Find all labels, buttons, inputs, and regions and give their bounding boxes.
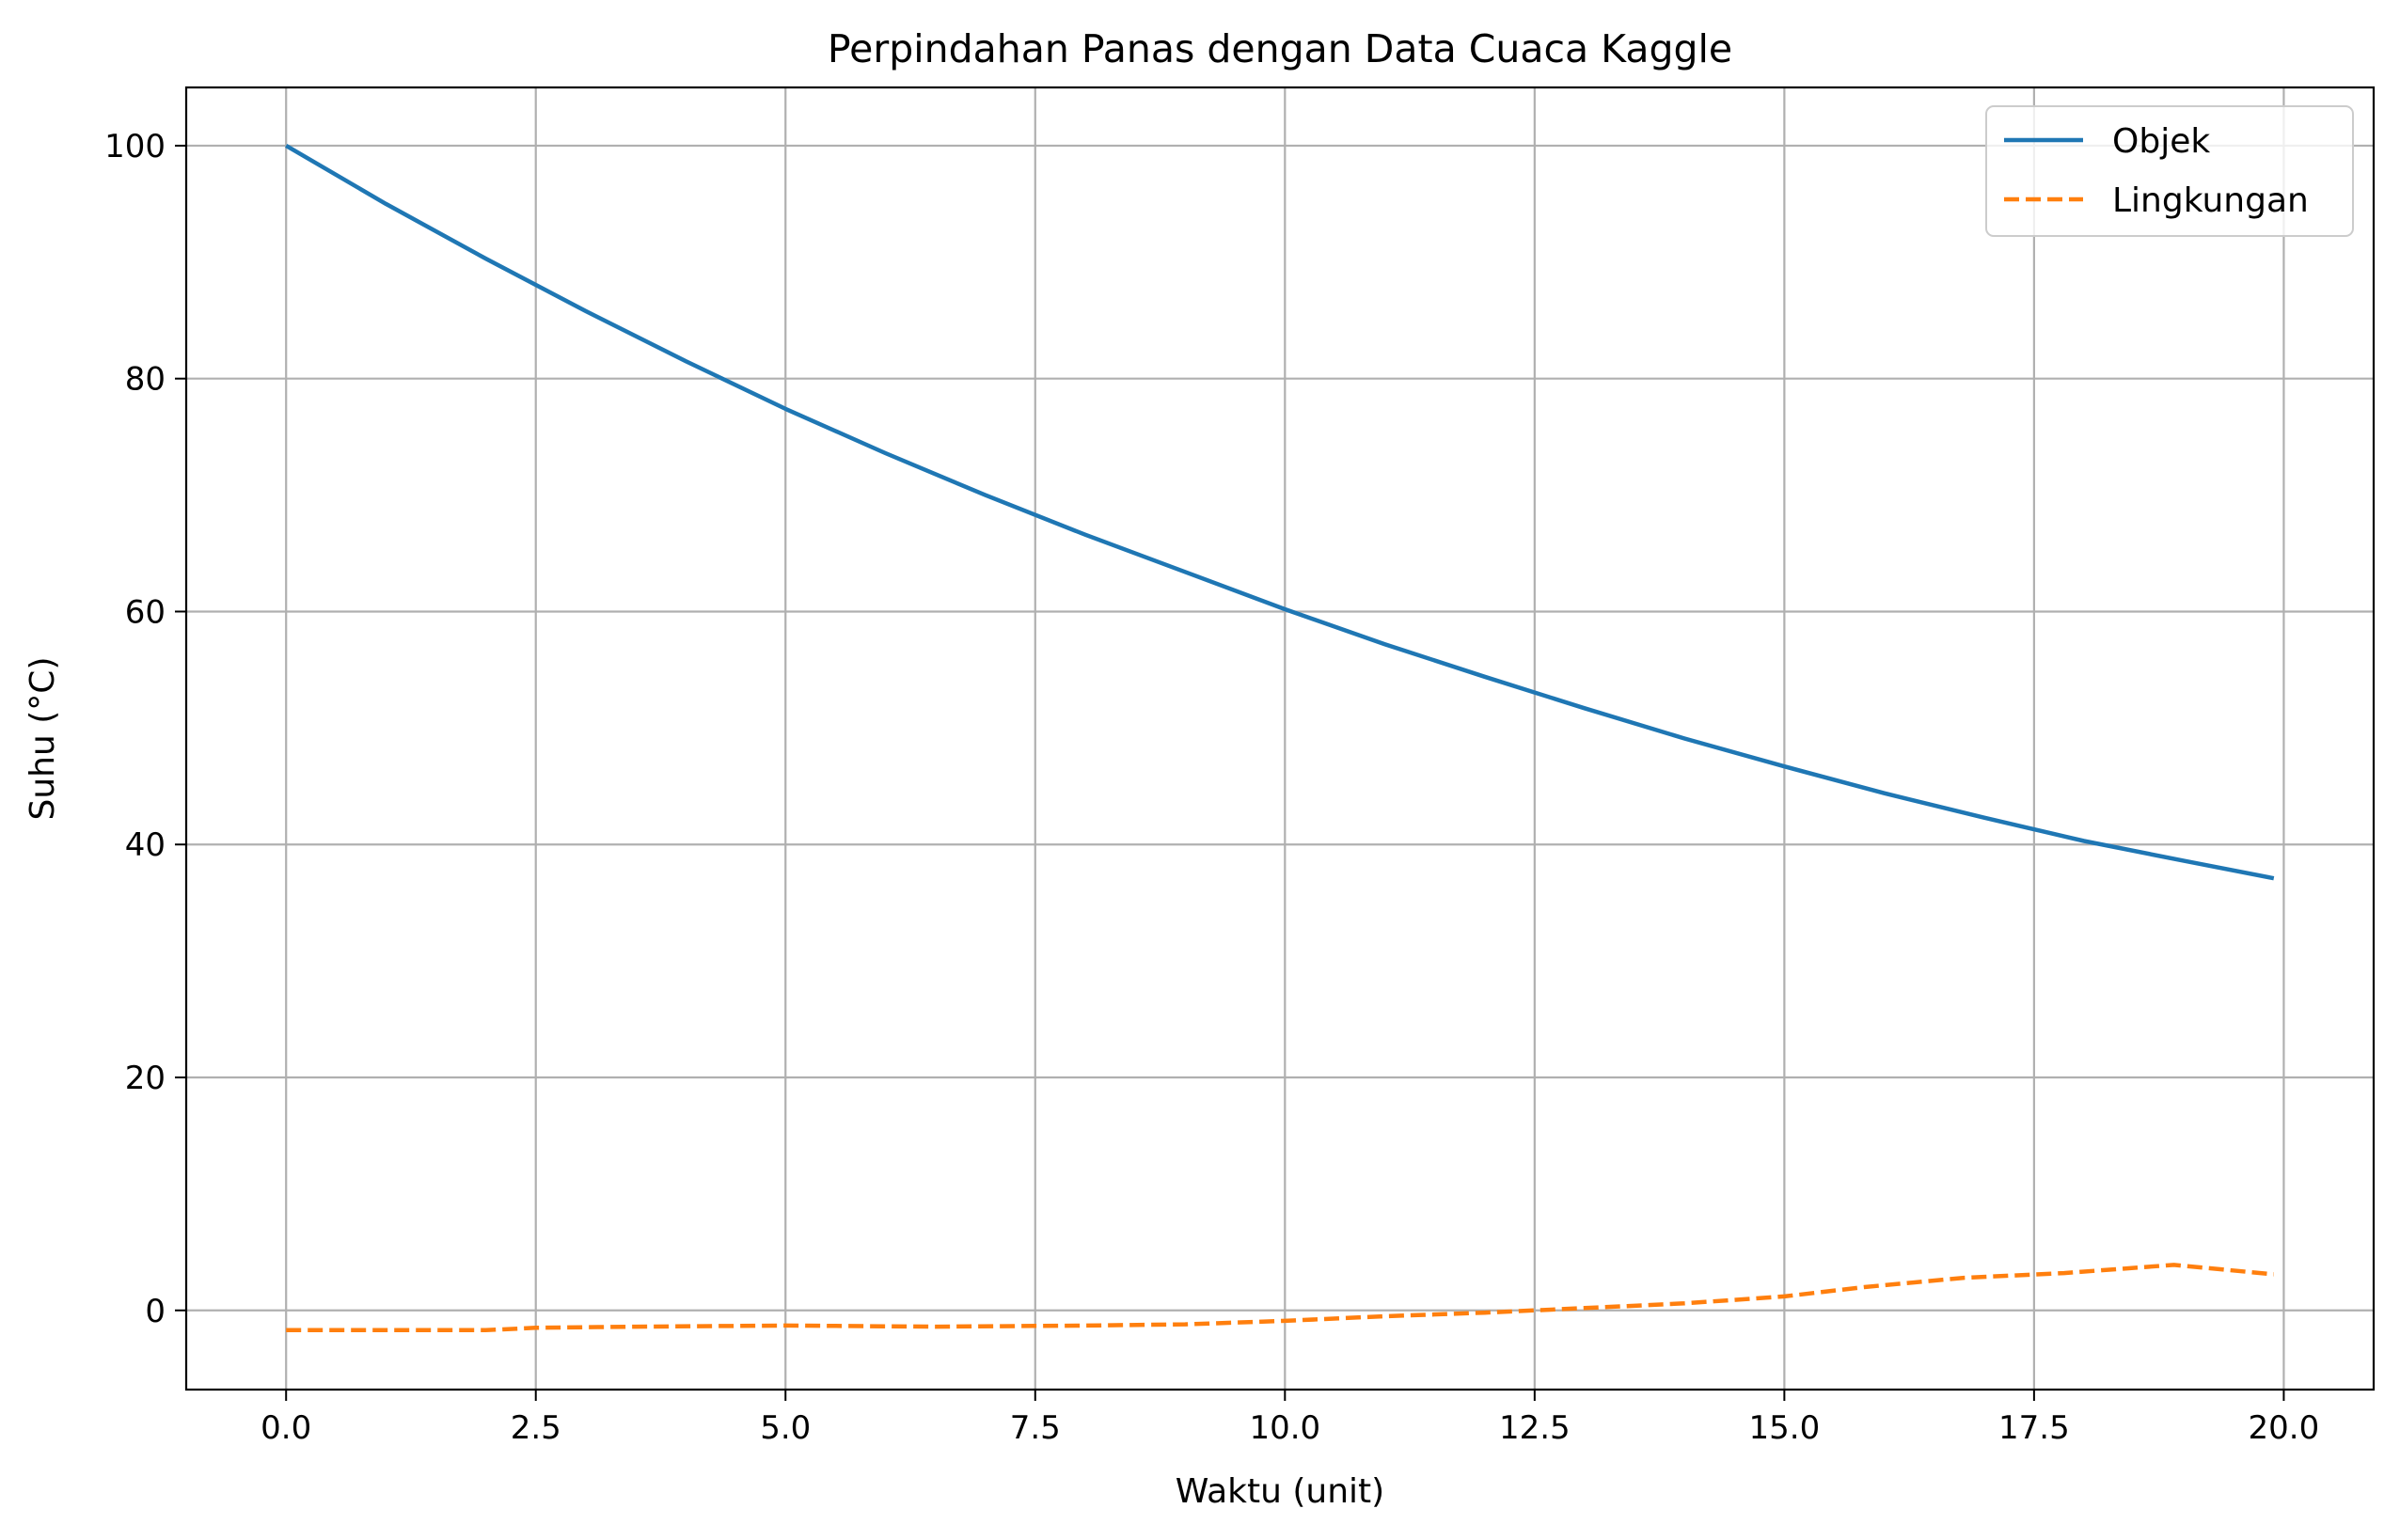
legend-label-objek: Objek: [2112, 122, 2210, 161]
y-axis-label: Suhu (°C): [24, 657, 62, 821]
series-line-lingkungan: [286, 1263, 2275, 1333]
x-tick-label: 2.5: [511, 1409, 561, 1447]
y-tick-label: 20: [125, 1060, 166, 1097]
grid: [186, 87, 2374, 1390]
x-tick-label: 10.0: [1249, 1409, 1320, 1447]
x-axis-label: Waktu (unit): [1176, 1472, 1384, 1511]
x-tick-label: 17.5: [1998, 1409, 2070, 1447]
y-tick-label: 100: [104, 128, 166, 165]
chart-title: Perpindahan Panas dengan Data Cuaca Kagg…: [828, 26, 1732, 71]
x-tick-label: 5.0: [760, 1409, 811, 1447]
plot-frame: [184, 86, 2376, 1391]
legend-label-lingkungan: Lingkungan: [2112, 181, 2309, 220]
y-tick-label: 80: [125, 361, 166, 399]
x-tick-label: 0.0: [261, 1409, 311, 1447]
ticks: 0.0 2.5 5.0 7.5 10.0 12.5 15.0 17.5 20.0 0 20 40 60 8…: [104, 128, 2319, 1447]
x-tick-label: 12.5: [1499, 1409, 1571, 1447]
legend: Objek Lingkungan: [1985, 105, 2354, 237]
series-line-objek: [285, 143, 2275, 881]
x-tick-label: 20.0: [2249, 1409, 2320, 1447]
series-group: [285, 143, 2275, 1333]
y-tick-label: 40: [125, 826, 166, 864]
y-tick-label: 60: [125, 593, 166, 631]
x-tick-label: 15.0: [1749, 1409, 1821, 1447]
x-tick-label: 7.5: [1010, 1409, 1061, 1447]
y-tick-label: 0: [145, 1293, 166, 1330]
